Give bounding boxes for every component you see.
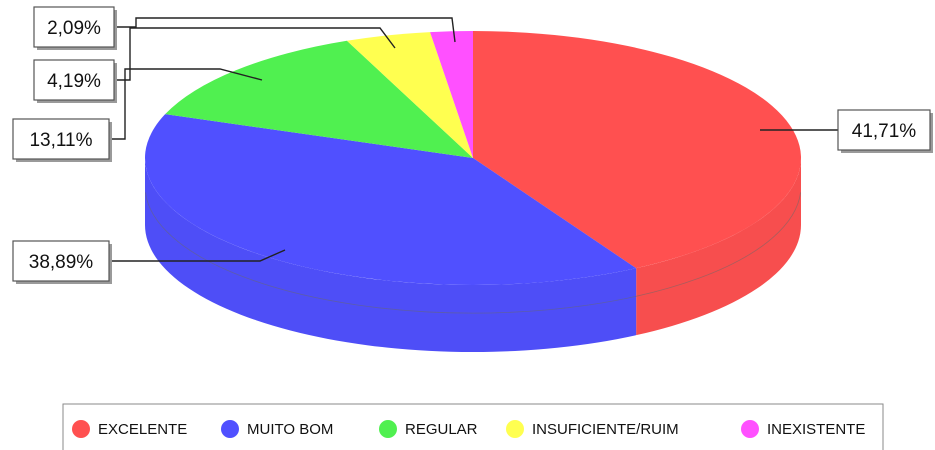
legend-label-excelente: EXCELENTE xyxy=(98,421,187,438)
data-label-text: 41,71% xyxy=(852,121,917,142)
data-label-box xyxy=(12,118,110,160)
leader-line-muito-bom xyxy=(109,249,286,262)
legend-label-regular: REGULAR xyxy=(405,421,478,438)
leader-line-regular xyxy=(109,68,263,140)
data-label-text: 38,89% xyxy=(29,252,94,273)
data-label-box xyxy=(33,6,115,48)
label-leaders xyxy=(109,17,838,262)
legend-label-inexistente: INEXISTENTE xyxy=(767,421,865,438)
pie-rim-seam xyxy=(145,192,801,314)
legend-item-excelente: EXCELENTE xyxy=(72,420,187,438)
pie-slice-regular xyxy=(165,40,473,158)
pie-sides xyxy=(145,158,801,352)
data-label-excelente: 41,71% xyxy=(837,109,933,153)
legend-item-inexistente: INEXISTENTE xyxy=(741,420,865,438)
legend: EXCELENTE MUITO BOM REGULAR INSUFICIENTE/RU… xyxy=(62,403,884,450)
leader-line-insuficiente-ruim xyxy=(114,27,396,81)
legend-label-muito-bom: MUITO BOM xyxy=(247,421,333,438)
legend-item-insuficiente-ruim: INSUFICIENTE/RUIM xyxy=(506,420,679,438)
legend-swatch-inexistente xyxy=(741,420,759,438)
pie-slice-insuficiente-ruim xyxy=(346,32,473,159)
pie-slice-muito-bom xyxy=(145,114,637,285)
data-labels: 41,71% 38,89% 13,11% 4,19% 2,09% xyxy=(12,6,933,284)
legend-swatch-regular xyxy=(379,420,397,438)
legend-swatch-insuficiente-ruim xyxy=(506,420,524,438)
data-label-regular: 13,11% xyxy=(12,118,112,162)
pie-side-excelente xyxy=(636,158,801,336)
legend-item-regular: REGULAR xyxy=(379,420,478,438)
data-label-box xyxy=(33,59,115,101)
data-label-text: 4,19% xyxy=(47,71,101,92)
pie-tops xyxy=(145,31,802,285)
data-label-text: 13,11% xyxy=(29,130,92,151)
data-label-box xyxy=(12,240,110,282)
leader-line-inexistente xyxy=(114,17,456,43)
data-label-muito-bom: 38,89% xyxy=(12,240,112,284)
data-label-box xyxy=(837,109,931,151)
pie-slice-inexistente xyxy=(430,31,473,158)
legend-item-muito-bom: MUITO BOM xyxy=(221,420,333,438)
pie-slice-excelente xyxy=(473,31,802,269)
legend-swatch-muito-bom xyxy=(221,420,239,438)
data-label-text: 2,09% xyxy=(47,18,101,39)
data-label-inexistente: 2,09% xyxy=(33,6,117,50)
legend-swatch-excelente xyxy=(72,420,90,438)
legend-label-insuficiente-ruim: INSUFICIENTE/RUIM xyxy=(532,421,679,438)
pie-side-muito-bom xyxy=(145,158,637,352)
data-label-insuficiente-ruim: 4,19% xyxy=(33,59,117,103)
